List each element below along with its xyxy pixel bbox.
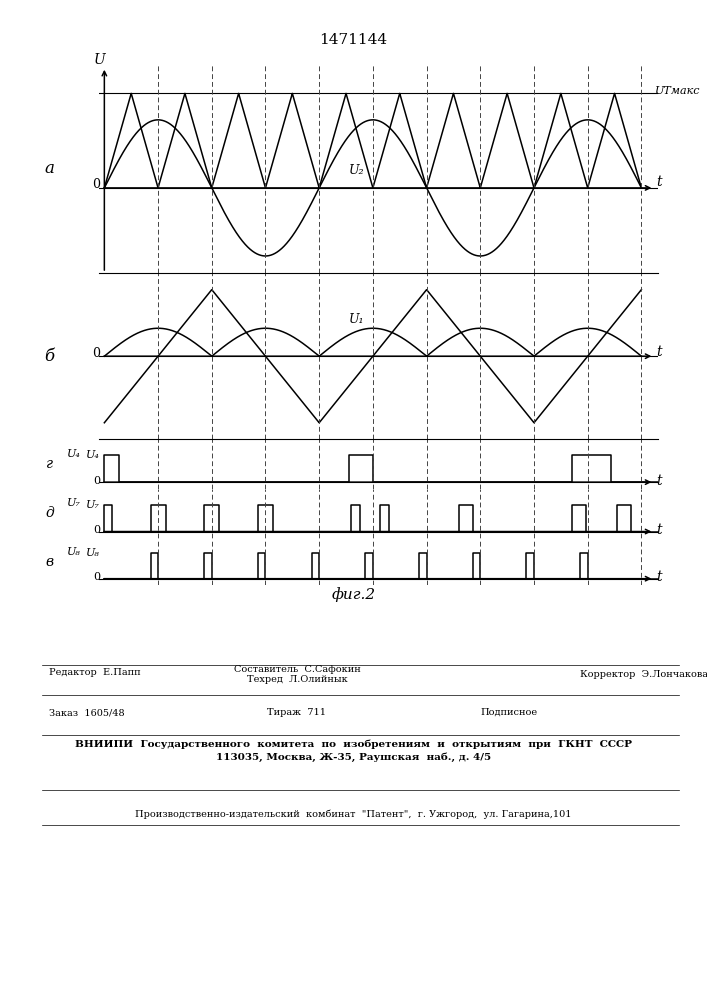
Text: 0: 0 <box>93 572 100 582</box>
Text: U₄: U₄ <box>67 449 81 459</box>
Text: б: б <box>45 348 54 365</box>
Text: t: t <box>656 570 662 584</box>
Text: 0: 0 <box>93 525 100 535</box>
Text: U₁: U₁ <box>349 313 365 326</box>
Text: фиг.2: фиг.2 <box>332 588 375 602</box>
Text: U₄: U₄ <box>86 450 100 460</box>
Text: t: t <box>656 345 662 359</box>
Text: UТмакс: UТмакс <box>655 86 701 96</box>
Text: в: в <box>45 555 54 569</box>
Text: t: t <box>656 523 662 537</box>
Text: г: г <box>46 457 53 471</box>
Text: 0: 0 <box>93 476 100 486</box>
Text: ВНИИПИ  Государственного  комитета  по  изобретениям  и  открытиям  при  ГКНТ  С: ВНИИПИ Государственного комитета по изоб… <box>75 740 632 749</box>
Text: t: t <box>656 175 662 189</box>
Text: Техред  Л.Олийнык: Техред Л.Олийнык <box>247 675 347 684</box>
Text: U: U <box>94 53 106 67</box>
Text: Тираж  711: Тираж 711 <box>267 708 327 717</box>
Text: U₂: U₂ <box>349 164 365 177</box>
Text: Редактор  Е.Папп: Редактор Е.Папп <box>49 668 141 677</box>
Text: U₈: U₈ <box>86 548 100 558</box>
Text: 113035, Москва, Ж-35, Раушская  наб., д. 4/5: 113035, Москва, Ж-35, Раушская наб., д. … <box>216 752 491 762</box>
Text: Составитель  С.Сафокин: Составитель С.Сафокин <box>233 665 361 674</box>
Text: U₈: U₈ <box>67 547 81 557</box>
Text: а: а <box>45 160 54 177</box>
Text: Заказ  1605/48: Заказ 1605/48 <box>49 708 125 717</box>
Text: t: t <box>656 474 662 488</box>
Text: Корректор  Э.Лончакова: Корректор Э.Лончакова <box>580 670 707 679</box>
Text: Производственно-издательский  комбинат  "Патент",  г. Ужгород,  ул. Гагарина,101: Производственно-издательский комбинат "П… <box>135 810 572 819</box>
Text: 1471144: 1471144 <box>320 33 387 47</box>
Text: U₇: U₇ <box>86 500 100 510</box>
Text: U₇: U₇ <box>67 498 81 508</box>
Text: д: д <box>45 506 54 520</box>
Text: 0: 0 <box>92 347 100 360</box>
Text: Подписное: Подписное <box>481 708 538 717</box>
Text: 0: 0 <box>92 178 100 191</box>
